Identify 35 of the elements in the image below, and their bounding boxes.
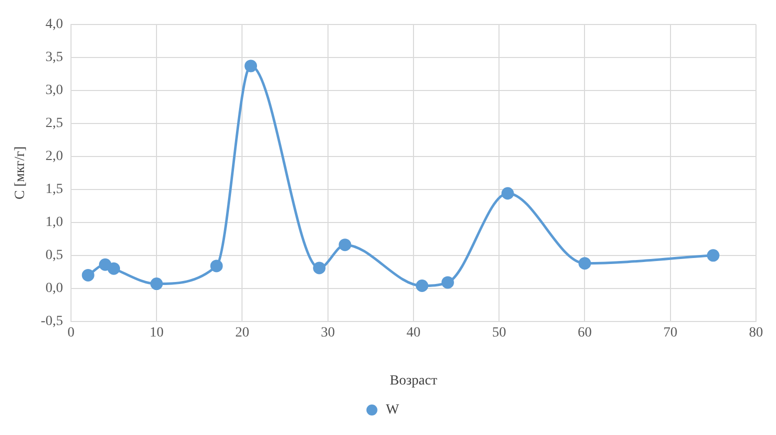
y-tick-label: 3,5 <box>45 50 63 66</box>
point <box>244 60 258 72</box>
y-tick-label: -0,5 <box>40 314 63 330</box>
x-tick-label: 60 <box>578 325 592 340</box>
y-tick-label: 0,0 <box>45 281 63 296</box>
point <box>578 257 591 270</box>
legend-label: W <box>386 402 400 418</box>
y-tick-label: 4,0 <box>45 17 63 32</box>
point <box>150 278 163 290</box>
y-tick-label: 3,0 <box>45 83 63 98</box>
point <box>82 268 94 282</box>
x-tick-label: 0 <box>67 325 74 340</box>
point <box>441 276 454 289</box>
point <box>416 280 428 292</box>
point <box>338 238 352 252</box>
x-tick-label: 20 <box>235 325 250 340</box>
y-tick-label: 0,5 <box>45 248 63 264</box>
y-tick-label: 1,0 <box>45 215 63 230</box>
point <box>313 262 326 274</box>
y-tick-label: 2,0 <box>45 149 63 164</box>
y-axis-title: C [мкг/г] <box>13 146 28 200</box>
x-tick-label: 80 <box>749 325 763 340</box>
point <box>108 262 120 275</box>
point <box>501 187 514 200</box>
x-tick-label: 40 <box>406 325 420 340</box>
point <box>210 260 223 272</box>
point <box>706 249 720 262</box>
x-tick-label: 30 <box>320 325 335 340</box>
x-tick-label: 70 <box>663 325 678 340</box>
x-tick-label: 10 <box>150 325 164 340</box>
y-tick-label: 1,5 <box>45 182 63 198</box>
point <box>98 258 112 271</box>
x-tick-label: 50 <box>492 325 506 340</box>
y-tick-label: 2,5 <box>45 116 63 132</box>
x-axis-title: Возраст <box>390 373 438 388</box>
